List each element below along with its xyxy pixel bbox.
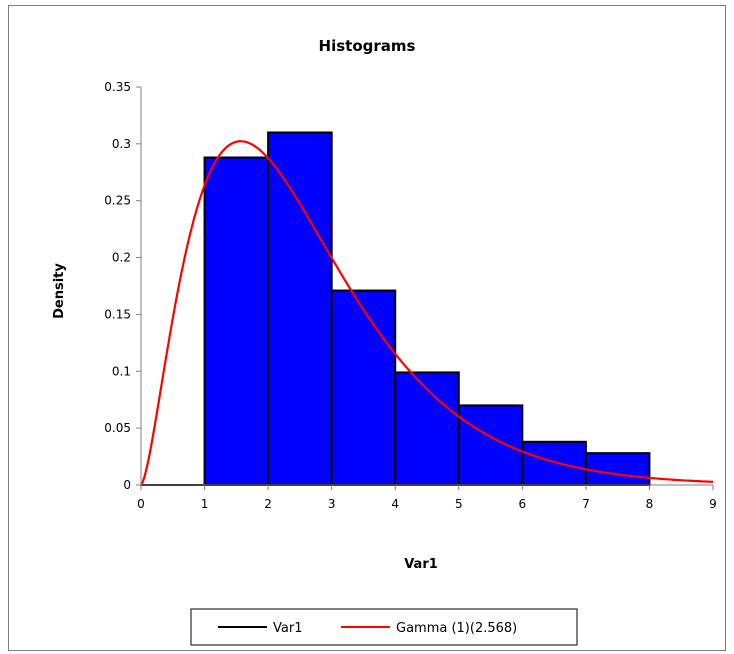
- y-tick-label: 0.1: [112, 364, 131, 378]
- histogram-chart: Histograms 0 0.05 0.1 0.15 0.2 0.25 0.3 0.35 0 1 2…: [52, 37, 717, 646]
- y-tick-label: 0.35: [104, 80, 131, 94]
- histogram-bar-3: [330, 289, 397, 487]
- histogram-bar-6: [521, 440, 587, 487]
- y-tick-label: 0: [123, 478, 131, 492]
- x-tick-label: 9: [709, 497, 717, 511]
- gamma-density-curve: [140, 140, 714, 486]
- x-tick-label: 5: [455, 497, 463, 511]
- x-axis-title: Var1: [404, 557, 438, 572]
- gamma-curve-layer: [140, 140, 714, 486]
- axes: [136, 86, 714, 490]
- histogram-bar-4: [394, 371, 460, 486]
- y-axis-title: Density: [52, 263, 67, 319]
- x-tick-label: 1: [201, 497, 209, 511]
- tick-labels: 0 0.05 0.1 0.15 0.2 0.25 0.3 0.35 0 1 2 3 4 5 6 7 8 9: [104, 80, 717, 511]
- y-tick-label: 0.25: [104, 194, 131, 208]
- x-tick-label: 3: [328, 497, 336, 511]
- y-tick-label: 0.15: [104, 307, 131, 321]
- chart-area: Histograms 0 0.05 0.1 0.15 0.2 0.25 0.3 0.35 0 1 2…: [8, 5, 726, 651]
- x-tick-label: 4: [391, 497, 399, 511]
- legend: Var1 Gamma (1)(2.568): [190, 608, 578, 646]
- legend-label-var1: Var1: [273, 621, 302, 636]
- histogram-bar-5: [457, 404, 524, 486]
- chart-title: Histograms: [319, 37, 416, 55]
- histogram-bars: [141, 131, 651, 487]
- x-tick-label: 8: [646, 497, 654, 511]
- histogram-bar-2: [267, 131, 333, 486]
- x-tick-label: 6: [519, 497, 527, 511]
- histogram-bar-1: [203, 156, 270, 486]
- x-tick-label: 2: [264, 497, 272, 511]
- histogram-bar-7: [584, 452, 651, 487]
- legend-label-gamma: Gamma (1)(2.568): [396, 621, 517, 636]
- y-tick-label: 0.3: [112, 137, 131, 151]
- x-tick-label: 7: [582, 497, 590, 511]
- y-tick-label: 0.2: [112, 251, 131, 265]
- y-tick-label: 0.05: [104, 421, 131, 435]
- x-tick-label: 0: [137, 497, 145, 511]
